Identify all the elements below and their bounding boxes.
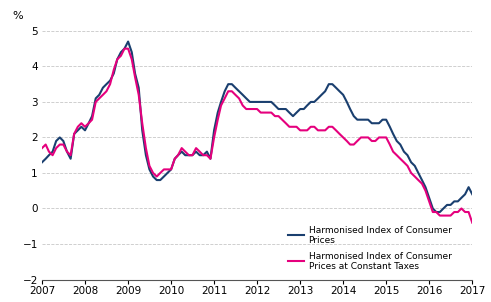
Legend: Harmonised Index of Consumer
Prices, Harmonised Index of Consumer
Prices at Cons: Harmonised Index of Consumer Prices, Har… (284, 222, 455, 275)
Text: %: % (12, 11, 23, 21)
